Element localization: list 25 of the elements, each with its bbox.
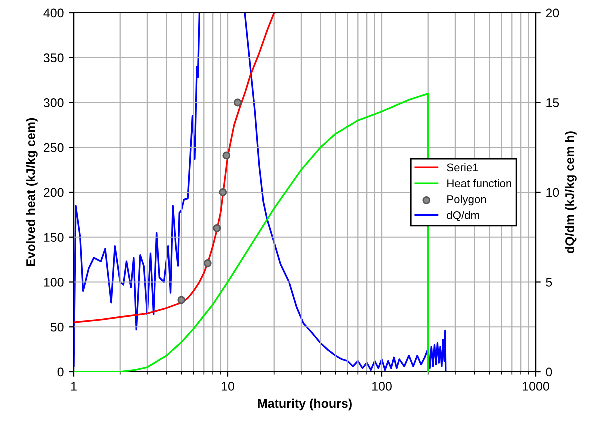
legend-label: Heat function — [448, 179, 512, 188]
y2-tick-label: 20 — [546, 8, 560, 18]
y-tick-label: 100 — [44, 278, 64, 287]
y2-tick-label: 5 — [546, 278, 552, 287]
legend-label: dQ/dm — [447, 211, 480, 222]
y-tick-label: 400 — [44, 8, 64, 18]
y-tick-label: 50 — [50, 322, 64, 332]
y-tick-label: 150 — [44, 233, 64, 242]
y2-axis-title: dQ/dm (kJ/kg cem h) — [565, 132, 577, 254]
x-tick-label: 100 — [372, 382, 392, 391]
y-tick-label: 0 — [58, 368, 64, 377]
x-tick-label: 1000 — [523, 382, 550, 391]
x-axis-title: Maturity (hours) — [258, 398, 352, 411]
y2-tick-label: 10 — [546, 188, 560, 198]
legend-label: Polygon — [448, 195, 486, 206]
y2-tick-label: 0 — [546, 368, 552, 377]
y-tick-label: 250 — [44, 143, 64, 152]
y-tick-label: 200 — [44, 188, 64, 198]
y-tick-label: 300 — [44, 98, 64, 108]
y-tick-label: 350 — [44, 54, 64, 63]
legend-label: Serie1 — [447, 163, 478, 172]
x-tick-label: 10 — [222, 382, 234, 391]
x-tick-label: 1 — [71, 382, 77, 391]
y-axis-title: Evolved heat (kJ/kg cem) — [26, 118, 38, 266]
y2-tick-label: 15 — [546, 98, 560, 108]
